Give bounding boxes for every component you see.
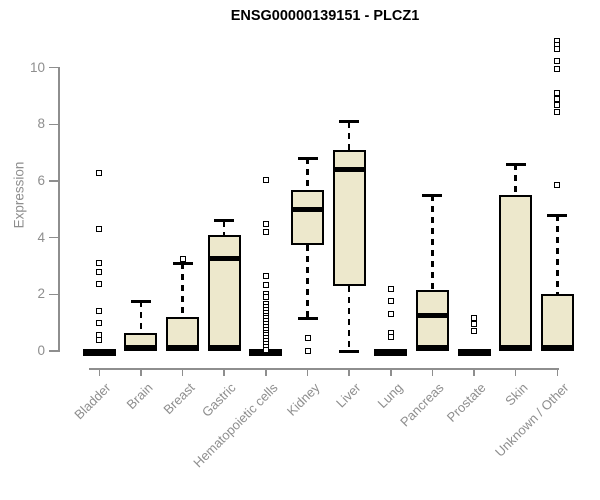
x-tick-gastric xyxy=(223,368,225,376)
outlier-unknown-other xyxy=(554,57,561,64)
y-tick xyxy=(49,123,58,126)
y-axis-line xyxy=(58,67,60,352)
outlier-lung xyxy=(387,311,394,318)
y-tick-label: 2 xyxy=(37,286,45,302)
outlier-bladder xyxy=(96,226,103,233)
y-tick xyxy=(49,180,58,182)
x-tick-lung xyxy=(390,368,392,376)
outlier-unknown-other xyxy=(554,182,561,189)
chart-title: ENSG00000139151 - PLCZ1 xyxy=(230,8,420,24)
outlier-hematopoietic-cells xyxy=(262,346,269,353)
whisker-lower-liver xyxy=(347,285,351,351)
outlier-bladder xyxy=(96,308,103,315)
median-breast xyxy=(166,346,200,351)
outlier-bladder xyxy=(96,268,103,275)
whisker-cap-upper-breast xyxy=(172,261,193,265)
whisker-cap-upper-skin xyxy=(505,162,526,166)
x-tick-breast xyxy=(181,368,184,376)
y-tick-label: 6 xyxy=(37,173,45,189)
outlier-unknown-other xyxy=(554,101,561,108)
y-tick-label: 10 xyxy=(29,59,45,75)
whisker-upper-gastric xyxy=(222,220,226,235)
y-tick xyxy=(49,293,58,296)
whisker-lower-kidney xyxy=(306,244,309,319)
box-gastric xyxy=(207,234,241,351)
outlier-kidney xyxy=(304,348,311,354)
outlier-breast xyxy=(179,255,186,262)
outlier-prostate xyxy=(471,315,478,322)
outlier-unknown-other xyxy=(554,108,561,115)
outlier-bladder xyxy=(96,260,103,267)
x-tick-pancreas xyxy=(431,368,434,376)
whisker-cap-upper-brain xyxy=(130,299,151,303)
whisker-upper-pancreas xyxy=(431,195,434,291)
whisker-upper-breast xyxy=(181,263,184,317)
outlier-hematopoietic-cells xyxy=(262,220,269,227)
outlier-unknown-other xyxy=(554,90,561,97)
box-unknown-other xyxy=(540,294,574,351)
median-unknown-other xyxy=(540,346,574,351)
median-liver xyxy=(332,167,366,173)
x-tick-bladder xyxy=(98,368,101,376)
outlier-bladder xyxy=(96,336,103,343)
whisker-cap-upper-pancreas xyxy=(422,193,443,197)
outlier-unknown-other xyxy=(554,66,561,73)
y-tick-label: 8 xyxy=(37,116,45,132)
y-tick xyxy=(49,350,58,352)
outlier-lung xyxy=(387,298,394,305)
y-tick-label: 4 xyxy=(37,229,45,245)
outlier-hematopoietic-cells xyxy=(262,281,269,288)
whisker-cap-upper-unknown-other xyxy=(547,213,568,217)
x-axis-line xyxy=(89,368,559,370)
median-brain xyxy=(124,346,158,351)
x-tick-prostate xyxy=(473,368,475,376)
y-tick xyxy=(49,236,58,239)
outlier-lung xyxy=(387,285,394,292)
outlier-unknown-other xyxy=(554,46,561,53)
outlier-bladder xyxy=(96,281,103,288)
outlier-prostate xyxy=(471,328,478,335)
y-tick xyxy=(49,66,58,69)
median-skin xyxy=(499,346,533,351)
whisker-upper-kidney xyxy=(306,158,309,190)
outlier-lung xyxy=(387,333,394,340)
median-pancreas xyxy=(415,313,449,319)
y-tick-label: 0 xyxy=(37,343,45,358)
median-kidney xyxy=(291,206,324,212)
outlier-hematopoietic-cells xyxy=(262,294,269,301)
whisker-upper-brain xyxy=(139,301,143,333)
box-lung xyxy=(374,348,408,356)
outlier-kidney xyxy=(304,335,311,342)
outlier-bladder xyxy=(96,169,103,176)
outlier-hematopoietic-cells xyxy=(262,229,269,235)
whisker-upper-unknown-other xyxy=(556,215,559,295)
whisker-upper-skin xyxy=(514,164,517,196)
whisker-cap-upper-gastric xyxy=(214,219,235,223)
outlier-unknown-other xyxy=(554,95,561,102)
box-pancreas xyxy=(415,290,449,351)
box-liver xyxy=(332,149,366,286)
box-skin xyxy=(499,195,533,351)
x-tick-unknown-other xyxy=(556,368,559,376)
box-bladder xyxy=(82,348,116,356)
median-gastric xyxy=(207,256,241,262)
box-prostate xyxy=(457,348,491,356)
x-tick-brain xyxy=(140,368,142,376)
whisker-cap-upper-liver xyxy=(339,120,360,124)
whisker-cap-lower-kidney xyxy=(297,316,318,320)
outlier-bladder xyxy=(96,319,103,326)
outlier-hematopoietic-cells xyxy=(262,272,269,279)
whisker-upper-liver xyxy=(347,121,351,150)
whisker-cap-lower-liver xyxy=(339,349,360,353)
x-tick-liver xyxy=(348,368,350,376)
box-kidney xyxy=(291,189,324,245)
outlier-prostate xyxy=(471,321,478,328)
whisker-cap-upper-kidney xyxy=(297,156,318,160)
x-tick-skin xyxy=(514,368,517,376)
x-tick-kidney xyxy=(306,368,309,376)
x-tick-hematopoietic-cells xyxy=(265,368,267,376)
outlier-hematopoietic-cells xyxy=(262,176,269,183)
